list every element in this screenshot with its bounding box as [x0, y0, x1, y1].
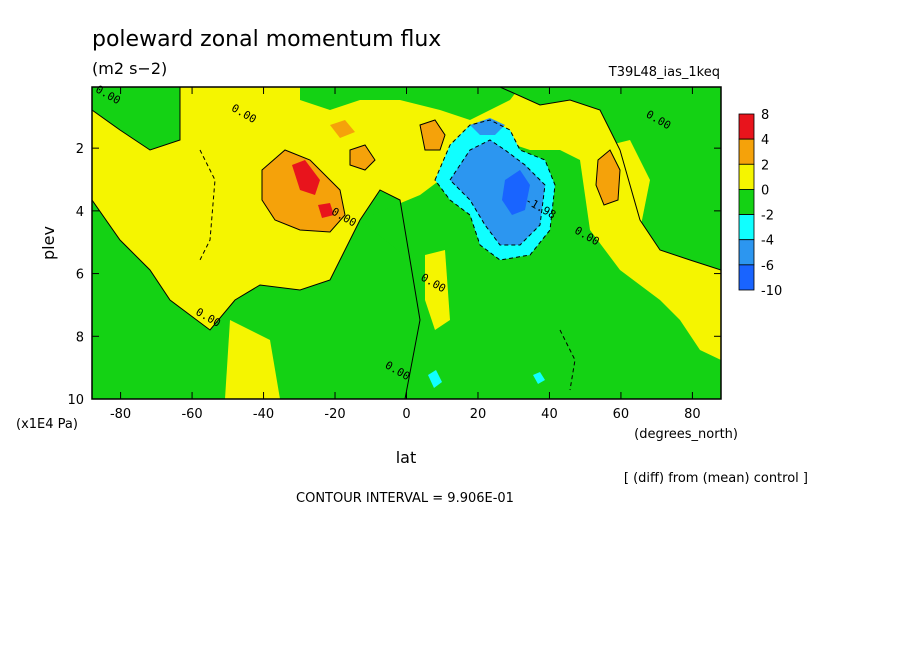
colorbar-label: 4: [761, 133, 769, 148]
colorbar-swatch: [738, 138, 755, 165]
region-positive-patch-a: [120, 150, 200, 250]
region-negative-right: [500, 87, 721, 270]
x-tick-label: 60: [613, 407, 630, 422]
colorbar-label: -2: [761, 209, 774, 224]
region-orange-small-a: [420, 120, 445, 150]
x-tick-label: 80: [684, 407, 701, 422]
region-red-a: [292, 160, 320, 195]
y-tick-label: 8: [76, 330, 84, 345]
x-axis-label: lat: [396, 448, 417, 467]
region-cyan-spot-b: [533, 372, 545, 384]
x-axis: -80 -60 -40 -20 0 20 40 60 80: [110, 87, 701, 422]
chart-title: poleward zonal momentum flux: [92, 27, 441, 52]
colorbar-label: -4: [761, 234, 774, 249]
units-label: (m2 s−2): [92, 59, 167, 78]
region-negative-tropics: [360, 140, 721, 399]
y-axis-units: (x1E4 Pa): [16, 417, 78, 432]
colorbar-label: -10: [761, 284, 782, 299]
colorbar-swatch: [738, 214, 755, 241]
x-axis-units: (degrees_north): [634, 427, 738, 442]
contour-interval: CONTOUR INTERVAL = 9.906E-01: [296, 491, 514, 506]
region-positive-patch-d: [225, 320, 280, 399]
colorbar-swatch: [738, 264, 755, 291]
x-tick-label: 0: [402, 407, 410, 422]
region-cyan-spot-a: [428, 370, 442, 388]
x-tick-label: -40: [253, 407, 274, 422]
contour-field: [92, 87, 721, 399]
colorbar-label: 0: [761, 183, 769, 198]
y-tick-label: 4: [76, 205, 84, 220]
x-tick-label: -60: [181, 407, 202, 422]
x-tick-label: 40: [541, 407, 558, 422]
region-darkblue: [502, 170, 530, 215]
region-red-b: [318, 203, 334, 218]
colorbar-swatch: [738, 239, 755, 266]
region-blue-tail: [470, 118, 505, 135]
colorbar-label: 8: [761, 108, 769, 123]
y-axis-label: plev: [39, 226, 58, 260]
region-negative-upper: [300, 87, 520, 120]
run-label: T39L48_ias_1keq: [608, 65, 720, 80]
x-tick-label: 20: [470, 407, 487, 422]
y-tick-label: 6: [76, 268, 84, 283]
diff-note: [ (diff) from (mean) control ]: [624, 471, 808, 486]
colorbar-label: 2: [761, 158, 769, 173]
region-orange-small-c: [330, 120, 355, 138]
colorbar-swatch: [738, 113, 755, 140]
y-tick-label: 2: [76, 142, 84, 157]
region-orange-north: [596, 150, 620, 205]
region-blue-main: [450, 140, 545, 245]
x-tick-label: -80: [110, 407, 131, 422]
region-negative-lower: [92, 190, 420, 399]
colorbar-label: -6: [761, 259, 774, 274]
region-positive-patch-c: [425, 250, 450, 330]
x-tick-label: -20: [324, 407, 345, 422]
region-negative-left: [92, 87, 180, 150]
y-tick-label: 10: [67, 393, 84, 408]
colorbar-swatch: [738, 163, 755, 190]
colorbar-swatch: [738, 189, 755, 215]
colorbar: 8 4 2 0 -2 -4 -6 -10: [738, 108, 782, 299]
y-axis: 2 4 6 8 10: [67, 142, 721, 408]
